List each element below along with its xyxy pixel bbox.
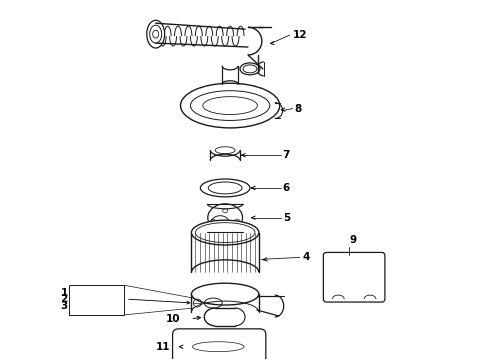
FancyBboxPatch shape <box>172 329 266 360</box>
Text: 7: 7 <box>283 150 290 160</box>
Text: 2: 2 <box>60 294 68 304</box>
Ellipse shape <box>192 283 259 305</box>
Text: 4: 4 <box>302 252 310 262</box>
Ellipse shape <box>240 63 260 75</box>
Ellipse shape <box>147 20 165 48</box>
Text: 10: 10 <box>166 314 180 324</box>
Text: 12: 12 <box>293 30 307 40</box>
Text: 8: 8 <box>294 104 302 113</box>
Ellipse shape <box>180 83 280 128</box>
Ellipse shape <box>200 179 250 197</box>
Bar <box>70 285 124 315</box>
Text: 5: 5 <box>283 213 290 223</box>
Text: 9: 9 <box>349 235 356 246</box>
Text: 11: 11 <box>156 342 170 352</box>
FancyBboxPatch shape <box>323 252 385 302</box>
Text: 3: 3 <box>60 301 68 311</box>
Ellipse shape <box>192 220 259 245</box>
Text: 1: 1 <box>60 288 68 298</box>
Text: 6: 6 <box>283 183 290 193</box>
